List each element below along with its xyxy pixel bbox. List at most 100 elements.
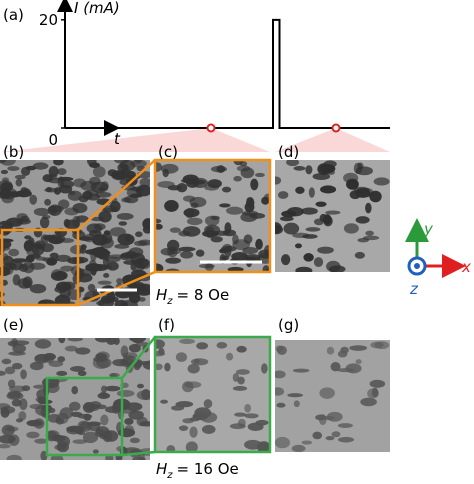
domain [0, 238, 14, 243]
domain [105, 385, 121, 392]
domain [35, 256, 48, 261]
domain [275, 176, 282, 185]
domain [128, 343, 141, 353]
domain [75, 215, 89, 223]
domain [325, 436, 335, 441]
domain [58, 338, 66, 344]
domain [313, 257, 324, 268]
domain [139, 177, 150, 187]
domain [90, 247, 104, 255]
domain [87, 403, 100, 412]
domain [34, 339, 52, 349]
domain [244, 413, 259, 419]
domain [238, 418, 246, 427]
domain [349, 190, 361, 200]
domain [232, 239, 251, 250]
domain [69, 401, 81, 411]
domain [47, 413, 62, 423]
domain [0, 160, 16, 166]
domain [312, 172, 331, 181]
domain [0, 220, 13, 225]
domain [182, 418, 195, 424]
domain [287, 393, 304, 398]
domain [374, 341, 390, 350]
domain [295, 243, 302, 249]
zoom-line [121, 336, 156, 379]
domain [97, 392, 111, 399]
domain [92, 166, 106, 178]
domain [187, 363, 200, 374]
domain [221, 186, 232, 193]
domain [23, 188, 31, 196]
domain [72, 256, 89, 264]
domain [67, 190, 83, 201]
domain [232, 386, 248, 391]
domain [1, 253, 9, 261]
domain [301, 440, 313, 445]
domain [124, 418, 134, 425]
domain [8, 248, 20, 257]
domain [128, 247, 144, 257]
domain [155, 263, 164, 272]
domain [283, 222, 300, 235]
domain [0, 370, 6, 376]
domain [58, 184, 73, 194]
pulse-line [65, 18, 390, 129]
domain [33, 207, 50, 216]
domain [36, 388, 49, 400]
domain [92, 357, 110, 370]
domain [95, 426, 110, 437]
domain [100, 207, 118, 212]
domain [190, 358, 209, 366]
domain [326, 346, 335, 355]
panel-label: (c) [158, 143, 178, 161]
subscript: z [166, 470, 173, 481]
domain [357, 237, 370, 243]
domain [295, 266, 313, 272]
domain [315, 414, 327, 421]
domain [69, 366, 86, 372]
domain [22, 276, 33, 289]
images [0, 158, 390, 460]
domain [180, 251, 194, 259]
domain [255, 238, 263, 250]
domain [326, 260, 341, 272]
domain [77, 413, 93, 419]
domain [319, 387, 335, 399]
zoom-box [153, 335, 272, 454]
domain [203, 399, 213, 409]
domain [112, 358, 129, 367]
domain [8, 434, 20, 446]
domain [240, 167, 255, 179]
domain [246, 198, 255, 208]
domain [82, 431, 99, 444]
domain [88, 162, 101, 168]
domain [275, 370, 286, 379]
domain [25, 165, 37, 171]
y-axis-label: I (mA) [74, 0, 120, 17]
domain [166, 445, 176, 452]
domain [167, 185, 182, 191]
domain [369, 379, 386, 388]
domain [189, 196, 207, 208]
domain [357, 162, 364, 170]
micrograph [155, 337, 270, 452]
domain [175, 352, 188, 363]
domain [53, 187, 62, 195]
domain [337, 436, 355, 443]
domain [343, 172, 359, 184]
domain [0, 169, 9, 175]
domain [48, 360, 64, 367]
z-dot [414, 263, 420, 269]
domain [29, 194, 38, 205]
domain [78, 195, 89, 203]
domain [345, 363, 362, 374]
domain [136, 287, 150, 296]
domain [91, 263, 108, 272]
domain [280, 216, 294, 222]
domain [80, 244, 87, 250]
micrograph [275, 160, 390, 272]
domain [57, 356, 66, 363]
domain [231, 252, 249, 261]
